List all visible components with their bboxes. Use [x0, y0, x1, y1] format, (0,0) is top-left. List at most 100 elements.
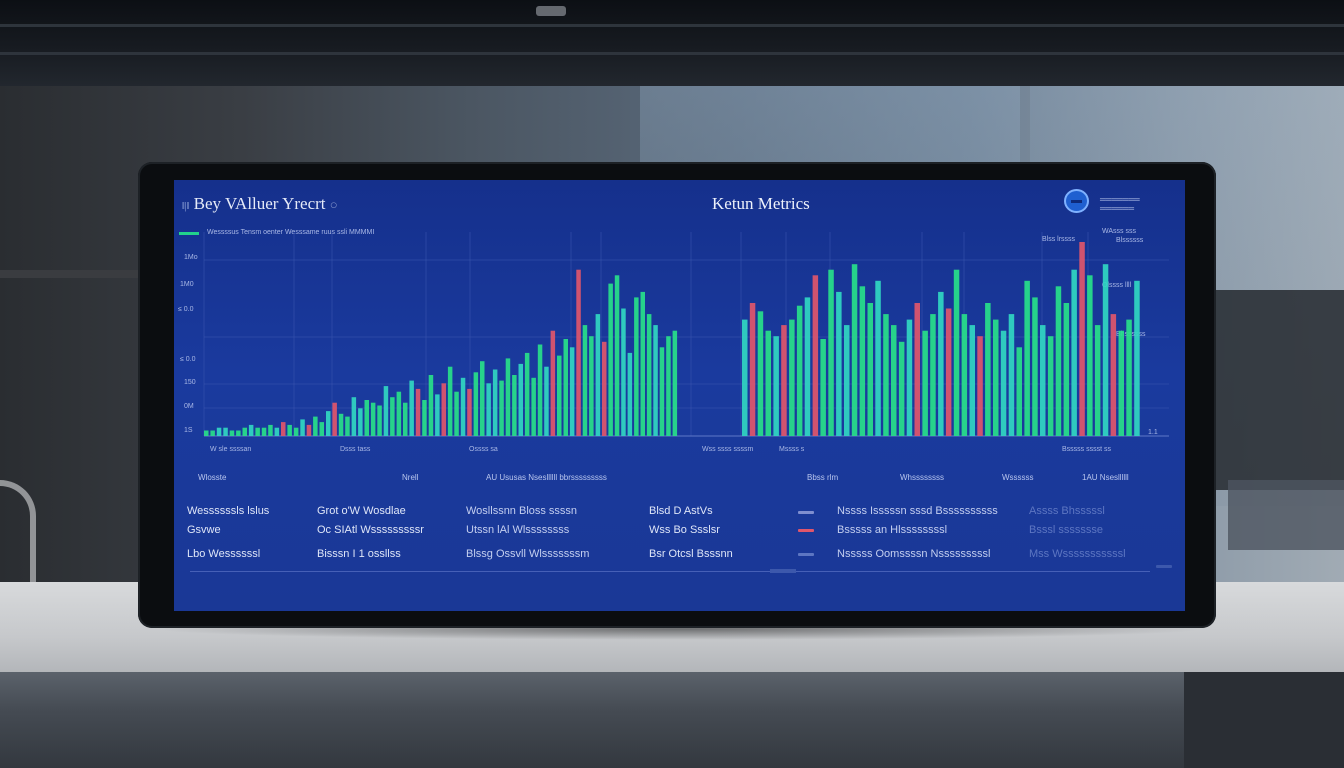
chart-bar[interactable] [614, 275, 620, 436]
chart-bar[interactable] [582, 325, 588, 436]
chart-bar[interactable] [906, 319, 913, 436]
column-header[interactable]: 1AU Nsesllllll [1082, 473, 1129, 482]
chart-bar[interactable] [945, 308, 952, 437]
chart-bar[interactable] [653, 325, 658, 436]
chart-bar[interactable] [898, 341, 905, 436]
chart-bar[interactable] [486, 383, 491, 436]
chart-bar[interactable] [409, 380, 414, 436]
chart-bar[interactable] [313, 416, 318, 436]
chart-bar[interactable] [1094, 325, 1101, 436]
chart-bar[interactable] [505, 358, 511, 436]
chart-bar[interactable] [961, 314, 968, 436]
chart-bar[interactable] [242, 427, 248, 436]
chart-bar[interactable] [537, 344, 543, 437]
chart-bar[interactable] [345, 416, 350, 436]
chart-bar[interactable] [261, 427, 267, 436]
chart-bar[interactable] [216, 427, 222, 436]
chart-bar[interactable] [812, 275, 819, 436]
chart-bar[interactable] [441, 383, 447, 436]
chart-bar[interactable] [223, 427, 228, 436]
chart-bar[interactable] [634, 297, 639, 436]
column-header[interactable]: Wssssss [1002, 473, 1034, 482]
chart-bar[interactable] [891, 325, 897, 436]
chart-bar[interactable] [332, 402, 337, 436]
logo-icon[interactable] [1064, 189, 1089, 213]
chart-bar[interactable] [1040, 325, 1046, 436]
chart-bar[interactable] [319, 422, 325, 436]
more-icon[interactable] [1156, 565, 1172, 568]
chart-bar[interactable] [415, 388, 421, 436]
chart-bar[interactable] [370, 402, 376, 436]
chart-bar[interactable] [828, 269, 834, 436]
chart-bar[interactable] [338, 413, 344, 436]
chart-bar[interactable] [422, 400, 427, 436]
chart-bar[interactable] [454, 391, 459, 436]
chart-bar[interactable] [377, 405, 382, 437]
chart-bar[interactable] [1024, 280, 1030, 436]
chart-bar[interactable] [274, 427, 280, 436]
chart-bar[interactable] [781, 325, 787, 436]
chart-bar[interactable] [557, 355, 562, 436]
chart-bar[interactable] [1087, 275, 1093, 436]
chart-bar[interactable] [985, 303, 991, 436]
chart-bar[interactable] [358, 408, 363, 436]
chart-bar[interactable] [293, 427, 299, 436]
chart-bar[interactable] [281, 422, 286, 436]
column-header[interactable]: Bbss rlm [807, 473, 839, 482]
chart-bar[interactable] [531, 377, 536, 436]
chart-bar[interactable] [757, 311, 764, 436]
chart-bar[interactable] [396, 391, 402, 436]
chart-bar[interactable] [351, 397, 357, 436]
chart-bar[interactable] [435, 394, 440, 436]
chart-bar[interactable] [640, 291, 646, 436]
chart-bar[interactable] [953, 269, 960, 436]
chart-bar[interactable] [1118, 330, 1125, 436]
chart-bar[interactable] [742, 319, 748, 436]
chart-bar[interactable] [248, 424, 254, 436]
chart-bar[interactable] [977, 336, 983, 436]
chart-bar[interactable] [1000, 330, 1007, 436]
chart-bar[interactable] [512, 375, 517, 436]
chart-bar[interactable] [914, 303, 921, 436]
chart-bar[interactable] [447, 366, 453, 436]
chart-bar[interactable] [930, 314, 936, 436]
chart-bar[interactable] [595, 314, 601, 436]
column-header[interactable]: Whssssssss [900, 473, 944, 482]
chart-bar[interactable] [627, 352, 633, 436]
chart-bar[interactable] [403, 402, 408, 436]
column-header[interactable]: Wlosste [198, 473, 227, 482]
chart-bar[interactable] [867, 303, 874, 436]
chart-bar[interactable] [480, 361, 485, 436]
chart-bar[interactable] [1134, 280, 1140, 436]
chart-bar[interactable] [922, 330, 928, 436]
chart-bar[interactable] [1071, 269, 1077, 436]
chart-bar[interactable] [836, 291, 842, 436]
chart-bar[interactable] [666, 336, 671, 436]
chart-bar[interactable] [672, 330, 678, 436]
chart-bar[interactable] [300, 419, 305, 436]
chart-bar[interactable] [499, 380, 504, 436]
chart-bar[interactable] [1102, 264, 1109, 436]
chart-bar[interactable] [524, 352, 530, 436]
chart-bar[interactable] [1063, 303, 1070, 436]
chart-bar[interactable] [569, 347, 575, 436]
chart-bar[interactable] [1032, 297, 1038, 436]
chart-bar[interactable] [1055, 286, 1062, 436]
chart-bar[interactable] [844, 325, 850, 436]
chart-bar[interactable] [659, 347, 665, 436]
column-header[interactable]: AU Ususas Nsesllllll bbrsssssssss [486, 473, 607, 482]
chart-bar[interactable] [1110, 314, 1117, 436]
chart-bar[interactable] [326, 411, 331, 436]
chart-bar[interactable] [287, 424, 292, 436]
chart-bar[interactable] [969, 325, 976, 436]
chart-bar[interactable] [428, 375, 434, 436]
chart-bar[interactable] [1008, 314, 1015, 436]
chart-bar[interactable] [1126, 319, 1132, 436]
column-header[interactable]: Nrell [402, 473, 419, 482]
chart-bar[interactable] [255, 427, 260, 436]
chart-bar[interactable] [460, 377, 466, 436]
chart-bar[interactable] [576, 269, 581, 436]
chart-bar[interactable] [796, 305, 803, 436]
chart-bar[interactable] [773, 336, 779, 436]
chart-bar[interactable] [563, 339, 569, 436]
